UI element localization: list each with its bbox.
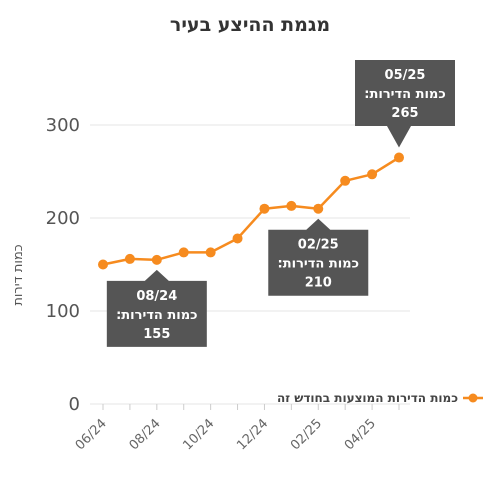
tooltips-group: 08/24 כמות הדירות: 155 02/25 כמות הדירות: 210… xyxy=(106,60,455,347)
tooltip-month: 02/25 xyxy=(298,238,339,253)
legend-label: כמות הדירות המוצעות בחודש זה xyxy=(277,391,458,405)
y-axis-ticks: 0 100 200 300 xyxy=(46,115,80,415)
tooltip-value: 155 xyxy=(143,327,170,342)
data-point[interactable] xyxy=(98,259,108,270)
tooltip-box xyxy=(355,60,455,148)
tooltip-month: 08/24 xyxy=(136,289,177,304)
tooltip-label: כמות הדירות: xyxy=(364,87,445,102)
data-point[interactable] xyxy=(286,200,297,211)
tooltip: 08/24 כמות הדירות: 155 xyxy=(106,269,207,347)
x-tick-label: 02/25 xyxy=(288,416,325,453)
legend-marker-icon xyxy=(468,393,478,403)
data-point[interactable] xyxy=(178,247,189,258)
data-point[interactable] xyxy=(313,203,324,214)
y-axis-label: כמות דירות xyxy=(11,244,26,305)
tooltip-label: כמות הדירות: xyxy=(116,308,197,323)
x-tick-label: 10/24 xyxy=(180,416,217,453)
x-tick-label: 12/24 xyxy=(234,416,271,453)
y-tick-label: 300 xyxy=(46,115,80,136)
tooltip-label: כמות הדירות: xyxy=(278,257,359,272)
x-axis-ticks: 06/24 08/24 10/24 12/24 02/25 04/25 xyxy=(73,404,400,453)
x-tick-label: 04/25 xyxy=(342,416,379,453)
y-tick-label: 0 xyxy=(69,394,80,415)
data-point[interactable] xyxy=(124,253,135,264)
chart-title: מגמת ההיצע בעיר xyxy=(169,14,331,36)
data-point[interactable] xyxy=(205,247,216,258)
tooltip-box xyxy=(106,269,207,347)
y-tick-label: 100 xyxy=(46,301,80,322)
data-point[interactable] xyxy=(232,233,243,244)
x-tick-label: 08/24 xyxy=(127,416,164,453)
tooltip-box xyxy=(268,218,369,296)
y-tick-label: 200 xyxy=(46,208,80,229)
tooltip-value: 210 xyxy=(305,276,332,291)
tooltip: 02/25 כמות הדירות: 210 xyxy=(268,218,369,296)
x-tick-label: 06/24 xyxy=(73,416,110,453)
data-point[interactable] xyxy=(367,169,378,180)
data-point[interactable] xyxy=(259,203,270,214)
tooltip: 05/25 כמות הדירות: 265 xyxy=(355,60,455,148)
data-point[interactable] xyxy=(151,254,162,265)
legend[interactable]: כמות הדירות המוצעות בחודש זה xyxy=(277,391,483,405)
tooltip-value: 265 xyxy=(391,106,418,121)
data-point[interactable] xyxy=(340,175,351,186)
data-point[interactable] xyxy=(394,152,404,163)
tooltip-month: 05/25 xyxy=(385,68,426,83)
series-group xyxy=(98,152,404,270)
